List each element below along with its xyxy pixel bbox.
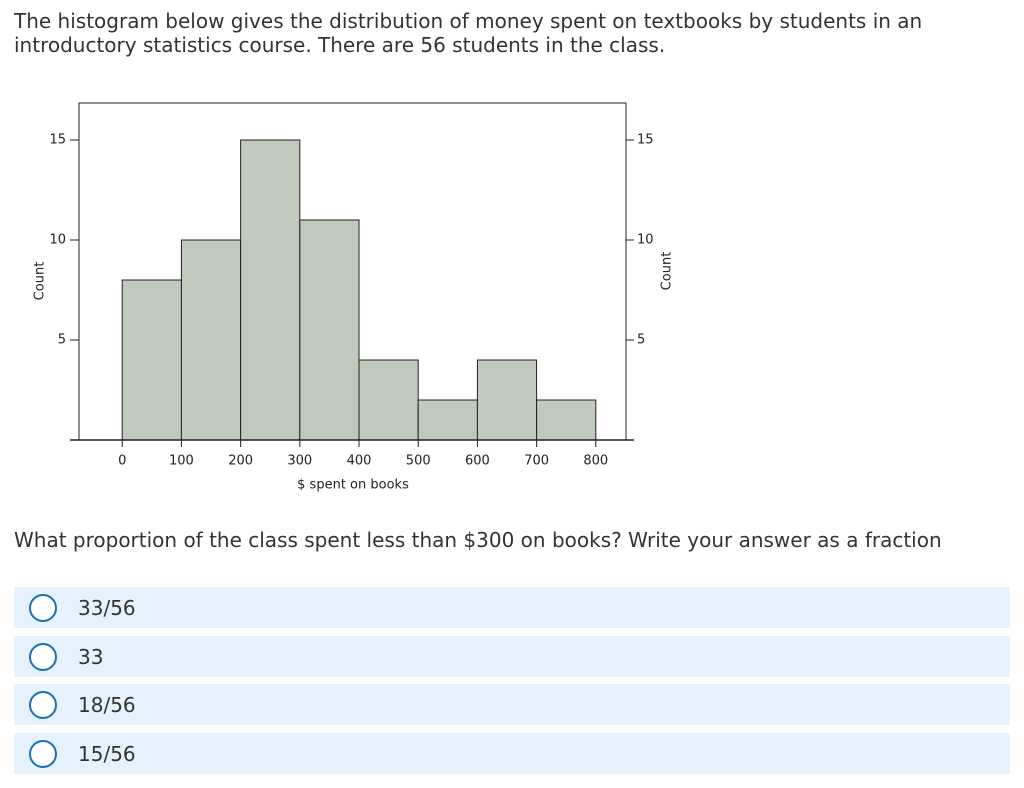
- x-tick-label: 600: [465, 454, 490, 469]
- answer-option[interactable]: 33/56: [14, 587, 1010, 628]
- radio-button[interactable]: [29, 739, 57, 768]
- bar: [476, 359, 538, 441]
- y-tick-label: 10: [49, 233, 66, 248]
- x-tick-label: 500: [406, 454, 431, 469]
- bar: [299, 219, 360, 441]
- option-label: 15/56: [78, 741, 136, 766]
- x-tick-label: 800: [583, 454, 608, 469]
- y2-axis-label: Count: [660, 252, 675, 291]
- x-tick-label: 100: [169, 454, 194, 469]
- question-text: What proportion of the class spent less …: [14, 528, 942, 552]
- bar: [180, 239, 242, 441]
- histogram-chart: 5 10 15 5 10 15 0 100 200 300 400 500 600 700 800 $ spe…: [33, 102, 675, 493]
- intro-text: The histogram below gives the distributi…: [14, 9, 923, 57]
- x-tick-label: 400: [347, 454, 372, 469]
- y-axis-label: Count: [33, 262, 48, 301]
- radio-button[interactable]: [29, 691, 57, 719]
- y2-tick-label: 5: [637, 333, 645, 348]
- option-label: 33: [78, 644, 104, 669]
- x-tick-label: 700: [524, 454, 549, 469]
- y-tick-label: 15: [49, 133, 66, 148]
- x-tick-label: 200: [228, 454, 253, 469]
- option-label: 33/56: [78, 596, 136, 620]
- bar: [358, 359, 419, 441]
- bar: [417, 399, 478, 441]
- y2-tick-label: 10: [637, 233, 654, 248]
- radio-button[interactable]: [29, 594, 57, 622]
- x-tick-label: 0: [118, 454, 126, 469]
- radio-button[interactable]: [29, 642, 57, 671]
- answer-option[interactable]: 33: [14, 635, 1010, 677]
- option-label: 18/56: [78, 693, 136, 717]
- y-tick-label: 5: [58, 333, 66, 348]
- plot-frame: [78, 102, 627, 440]
- bar: [536, 399, 597, 441]
- bar: [121, 279, 182, 441]
- answer-option[interactable]: 15/56: [14, 732, 1010, 774]
- answer-option[interactable]: 18/56: [14, 684, 1010, 725]
- bar: [240, 139, 301, 441]
- x-axis-label: $ spent on books: [297, 478, 409, 493]
- x-tick-label: 300: [287, 454, 312, 469]
- y2-tick-label: 15: [637, 133, 654, 148]
